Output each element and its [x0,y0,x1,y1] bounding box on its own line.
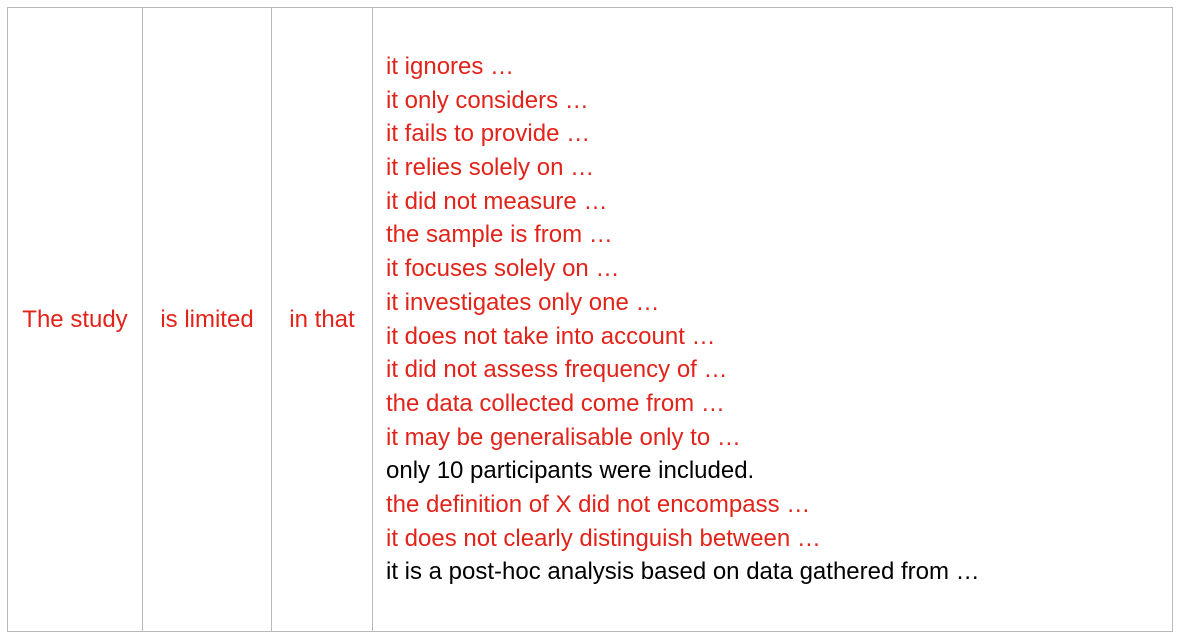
subject-cell: The study [7,7,143,632]
table-row: The study is limited in that it ignores … [7,7,1173,632]
list-item: it did not measure … [386,187,608,215]
phrase-table: The study is limited in that it ignores … [7,7,1173,632]
completion-list: it ignores … it only considers … it fail… [386,50,1172,589]
list-item: the sample is from … [386,221,613,249]
list-item: it investigates only one … [386,288,660,316]
list-item: it may be generalisable only to … [386,423,741,451]
list-item: it fails to provide … [386,120,591,148]
verb-cell: is limited [142,7,272,632]
list-item: it is a post-hoc analysis based on data … [386,558,980,586]
list-item: it relies solely on … [386,153,595,181]
list-item: only 10 participants were included. [386,457,755,485]
list-item: it does not take into account … [386,322,716,350]
list-item: it only considers … [386,86,589,114]
completions-cell: it ignores … it only considers … it fail… [372,7,1173,632]
list-item: the data collected come from … [386,389,725,417]
list-item: the definition of X did not encompass … [386,491,811,519]
link-text: in that [289,305,355,333]
subject-text: The study [22,305,128,333]
list-item: it did not assess frequency of … [386,356,728,384]
verb-text: is limited [160,305,254,333]
list-item: it focuses solely on … [386,255,620,283]
list-item: it ignores … [386,52,515,80]
link-cell: in that [271,7,373,632]
list-item: it does not clearly distinguish between … [386,524,821,552]
